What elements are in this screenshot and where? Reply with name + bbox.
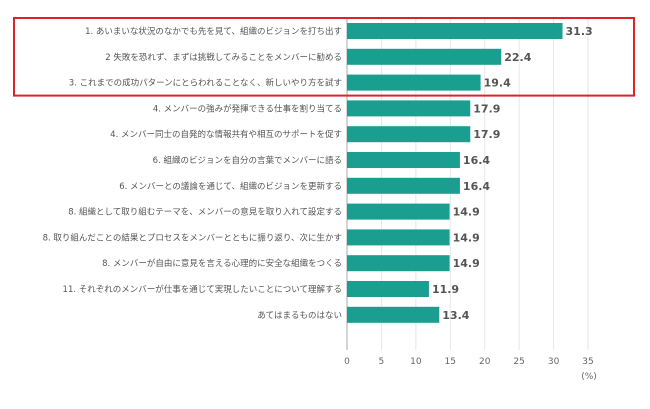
category-label: 8. メンバーが自由に意見を言える心理的に安全な組織をつくる: [102, 258, 342, 269]
category-label: 2 失敗を恐れず、まずは挑戦してみることをメンバーに勧める: [105, 52, 342, 63]
bar: [347, 152, 460, 168]
category-label: 3. これまでの成功パターンにとらわれることなく、新しいやり方を試す: [69, 78, 342, 89]
value-label: 14.9: [453, 257, 480, 270]
value-label: 16.4: [463, 154, 490, 167]
bar: [347, 229, 450, 246]
bar: [347, 255, 450, 272]
bar: [347, 100, 471, 117]
bar: [347, 48, 502, 65]
value-label: 22.4: [504, 51, 531, 64]
x-tick-label: 10: [410, 357, 422, 367]
category-label: 1. あいまいな状況のなかでも先を見て、組織のビジョンを打ち出す: [85, 26, 342, 37]
bar: [347, 281, 429, 297]
bar: [347, 306, 440, 323]
highlight-box: [13, 17, 635, 97]
x-tick-label: 35: [582, 357, 593, 367]
value-label: 14.9: [453, 206, 480, 219]
bar: [347, 126, 471, 143]
category-label: 11. それぞれのメンバーが仕事を通じて実現したいことについて理解する: [63, 284, 342, 295]
category-label: 4. メンバーの強みが発揮できる仕事を割り当てる: [153, 103, 342, 114]
value-label: 14.9: [453, 231, 480, 244]
category-label: 6. メンバーとの議論を通じて、組織のビジョンを更新する: [119, 181, 342, 192]
x-tick-label: 0: [344, 357, 350, 367]
category-label: 4. メンバー同士の自発的な情報共有や相互のサポートを促す: [110, 129, 342, 140]
x-tick-label: 25: [513, 357, 524, 367]
x-tick-label: 15: [445, 357, 456, 367]
bar: [347, 23, 563, 39]
category-label: あてはまるものはない: [257, 311, 342, 321]
value-label: 16.4: [463, 180, 490, 193]
value-label: 17.9: [473, 102, 500, 115]
bar: [347, 177, 460, 194]
value-label: 11.9: [432, 283, 459, 296]
category-label: 8. 組織として取り組むテーマを、メンバーの意見を取り入れて設定する: [68, 207, 342, 218]
bars: [347, 23, 563, 323]
category-label: 6. 組織のビジョンを自分の言葉でメンバーに語る: [153, 155, 342, 166]
x-tick-label: 5: [379, 357, 385, 367]
x-axis-ticks: 0 5 10 15 20 25 30 35: [344, 357, 594, 367]
x-tick-label: 30: [548, 357, 560, 367]
value-labels: 31.3 22.4 19.4 17.9 17.9 16.4 16.4 14.9 14.9 14.9…: [432, 25, 593, 322]
x-tick-label: 20: [479, 357, 491, 367]
value-label: 17.9: [473, 128, 500, 141]
value-label: 13.4: [442, 309, 469, 322]
x-axis-unit-label: (%): [581, 372, 597, 382]
bar: [347, 74, 481, 91]
value-label: 19.4: [484, 77, 511, 90]
bar: [347, 203, 450, 220]
category-label: 8. 取り組んだことの結果とプロセスをメンバーとともに振り返り、次に生かす: [43, 232, 342, 243]
value-label: 31.3: [566, 25, 593, 38]
category-labels: 1. あいまいな状況のなかでも先を見て、組織のビジョンを打ち出す 2 失敗を恐れず…: [43, 26, 342, 321]
